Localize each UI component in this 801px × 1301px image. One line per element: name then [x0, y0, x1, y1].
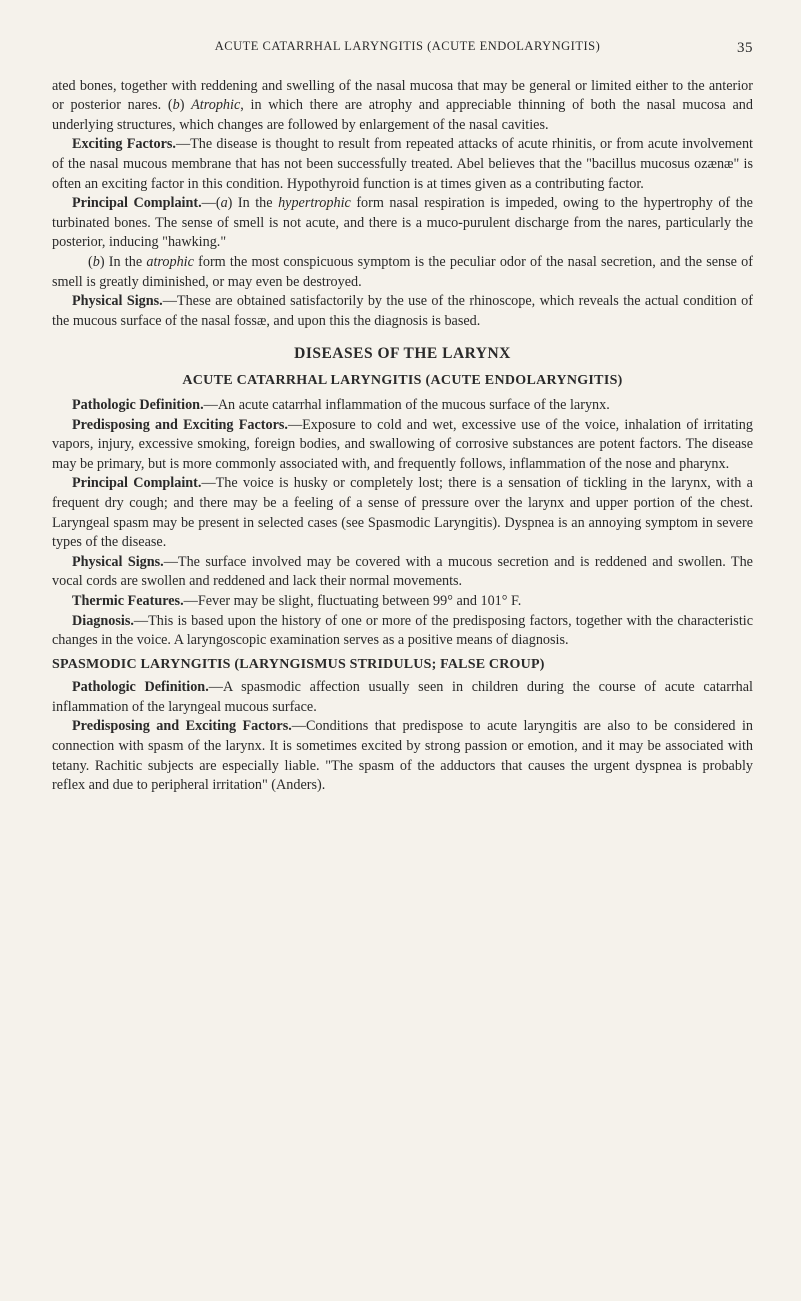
paragraph-continuation: ated bones, together with reddening and …	[52, 77, 753, 136]
page-header: ACUTE CATARRHAL LARYNGITIS (ACUTE ENDOLA…	[52, 38, 753, 59]
diagnosis-label: Diagnosis.	[72, 613, 134, 629]
thermic-features: Thermic Features.—Fever may be slight, f…	[52, 592, 753, 612]
principal-complaint-label: Principal Complaint.	[72, 195, 202, 211]
predisposing-1: Predisposing and Exciting Factors.—Expos…	[52, 416, 753, 475]
physical-signs-2: Physical Signs.—The surface involved may…	[52, 553, 753, 592]
pathologic-def-1-label: Pathologic Definition.	[72, 397, 204, 413]
heading-diseases-larynx: DISEASES OF THE LARYNX	[52, 343, 753, 364]
principal-complaint-2-label: Principal Complaint.	[72, 475, 201, 491]
predisposing-2-label: Predisposing and Exciting Factors.	[72, 718, 292, 734]
physical-signs-1: Physical Signs.—These are obtained satis…	[52, 292, 753, 331]
running-title: ACUTE CATARRHAL LARYNGITIS (ACUTE ENDOLA…	[102, 38, 713, 59]
predisposing-2: Predisposing and Exciting Factors.—Condi…	[52, 717, 753, 795]
principal-complaint-b: (b) In the atrophic form the most conspi…	[52, 253, 753, 292]
pathologic-definition-1: Pathologic Definition.—An acute catarrha…	[52, 396, 753, 416]
diagnosis: Diagnosis.—This is based upon the histor…	[52, 612, 753, 651]
page-number: 35	[713, 38, 753, 59]
thermic-text: —Fever may be slight, fluctuating betwee…	[184, 593, 522, 609]
exciting-factors-paragraph: Exciting Factors.—The disease is thought…	[52, 135, 753, 194]
exciting-factors-label: Exciting Factors.	[72, 136, 176, 152]
pathologic-def-1-text: —An acute catarrhal inflammation of the …	[204, 397, 610, 413]
principal-complaint-2: Principal Complaint.—The voice is husky …	[52, 474, 753, 552]
physical-signs-2-label: Physical Signs.	[72, 554, 164, 570]
heading-spasmodic: SPASMODIC LARYNGITIS (LARYNGISMUS STRIDU…	[52, 655, 753, 674]
principal-complaint-a: Principal Complaint.—(a) In the hypertro…	[52, 194, 753, 253]
physical-signs-1-label: Physical Signs.	[72, 293, 163, 309]
thermic-label: Thermic Features.	[72, 593, 184, 609]
pathologic-def-2-label: Pathologic Definition.	[72, 679, 209, 695]
heading-acute-catarrhal: ACUTE CATARRHAL LARYNGITIS (ACUTE ENDOLA…	[52, 371, 753, 390]
pathologic-definition-2: Pathologic Definition.—A spasmodic affec…	[52, 678, 753, 717]
diagnosis-text: —This is based upon the history of one o…	[52, 613, 753, 649]
predisposing-1-label: Predisposing and Exciting Factors.	[72, 417, 288, 433]
